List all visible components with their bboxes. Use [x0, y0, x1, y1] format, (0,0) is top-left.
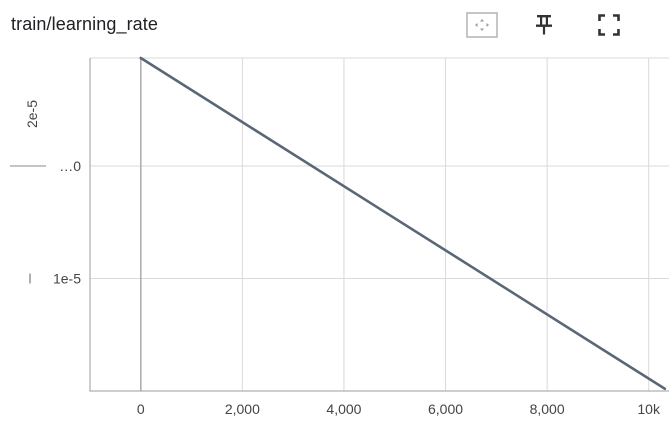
chart-area: 0 2,000 4,000 6,000 8,000 10k 1e-5 …0 2e-5 [0, 50, 669, 441]
fullscreen-icon [598, 14, 620, 36]
series-lines [139, 56, 667, 391]
tick-labels: 0 2,000 4,000 6,000 8,000 10k 1e-5 …0 2e-5 [24, 100, 661, 417]
series-line-0[interactable] [139, 56, 667, 391]
x-tick-label-0: 0 [137, 401, 145, 417]
card-header: train/learning_rate [0, 0, 669, 50]
y-rotated-tick-label: 2e-5 [24, 100, 40, 128]
x-tick-label-4: 8,000 [530, 401, 565, 417]
axes [10, 58, 669, 392]
grid-lines [90, 57, 669, 391]
y-tick-label-0: 1e-5 [53, 271, 81, 287]
chart-title: train/learning_rate [11, 14, 158, 34]
line-chart[interactable]: 0 2,000 4,000 6,000 8,000 10k 1e-5 …0 2e-5 [0, 50, 669, 441]
x-tick-label-1: 2,000 [225, 401, 260, 417]
x-tick-label-5: 10k [637, 401, 661, 417]
pin-button[interactable] [528, 11, 560, 39]
fullscreen-button[interactable] [593, 11, 625, 39]
fit-domain-button[interactable] [466, 11, 498, 39]
x-tick-label-3: 6,000 [428, 401, 463, 417]
y-tick-label-1: …0 [59, 158, 81, 174]
fit-domain-icon [466, 12, 498, 38]
pin-icon [536, 15, 552, 35]
x-tick-label-2: 4,000 [326, 401, 361, 417]
